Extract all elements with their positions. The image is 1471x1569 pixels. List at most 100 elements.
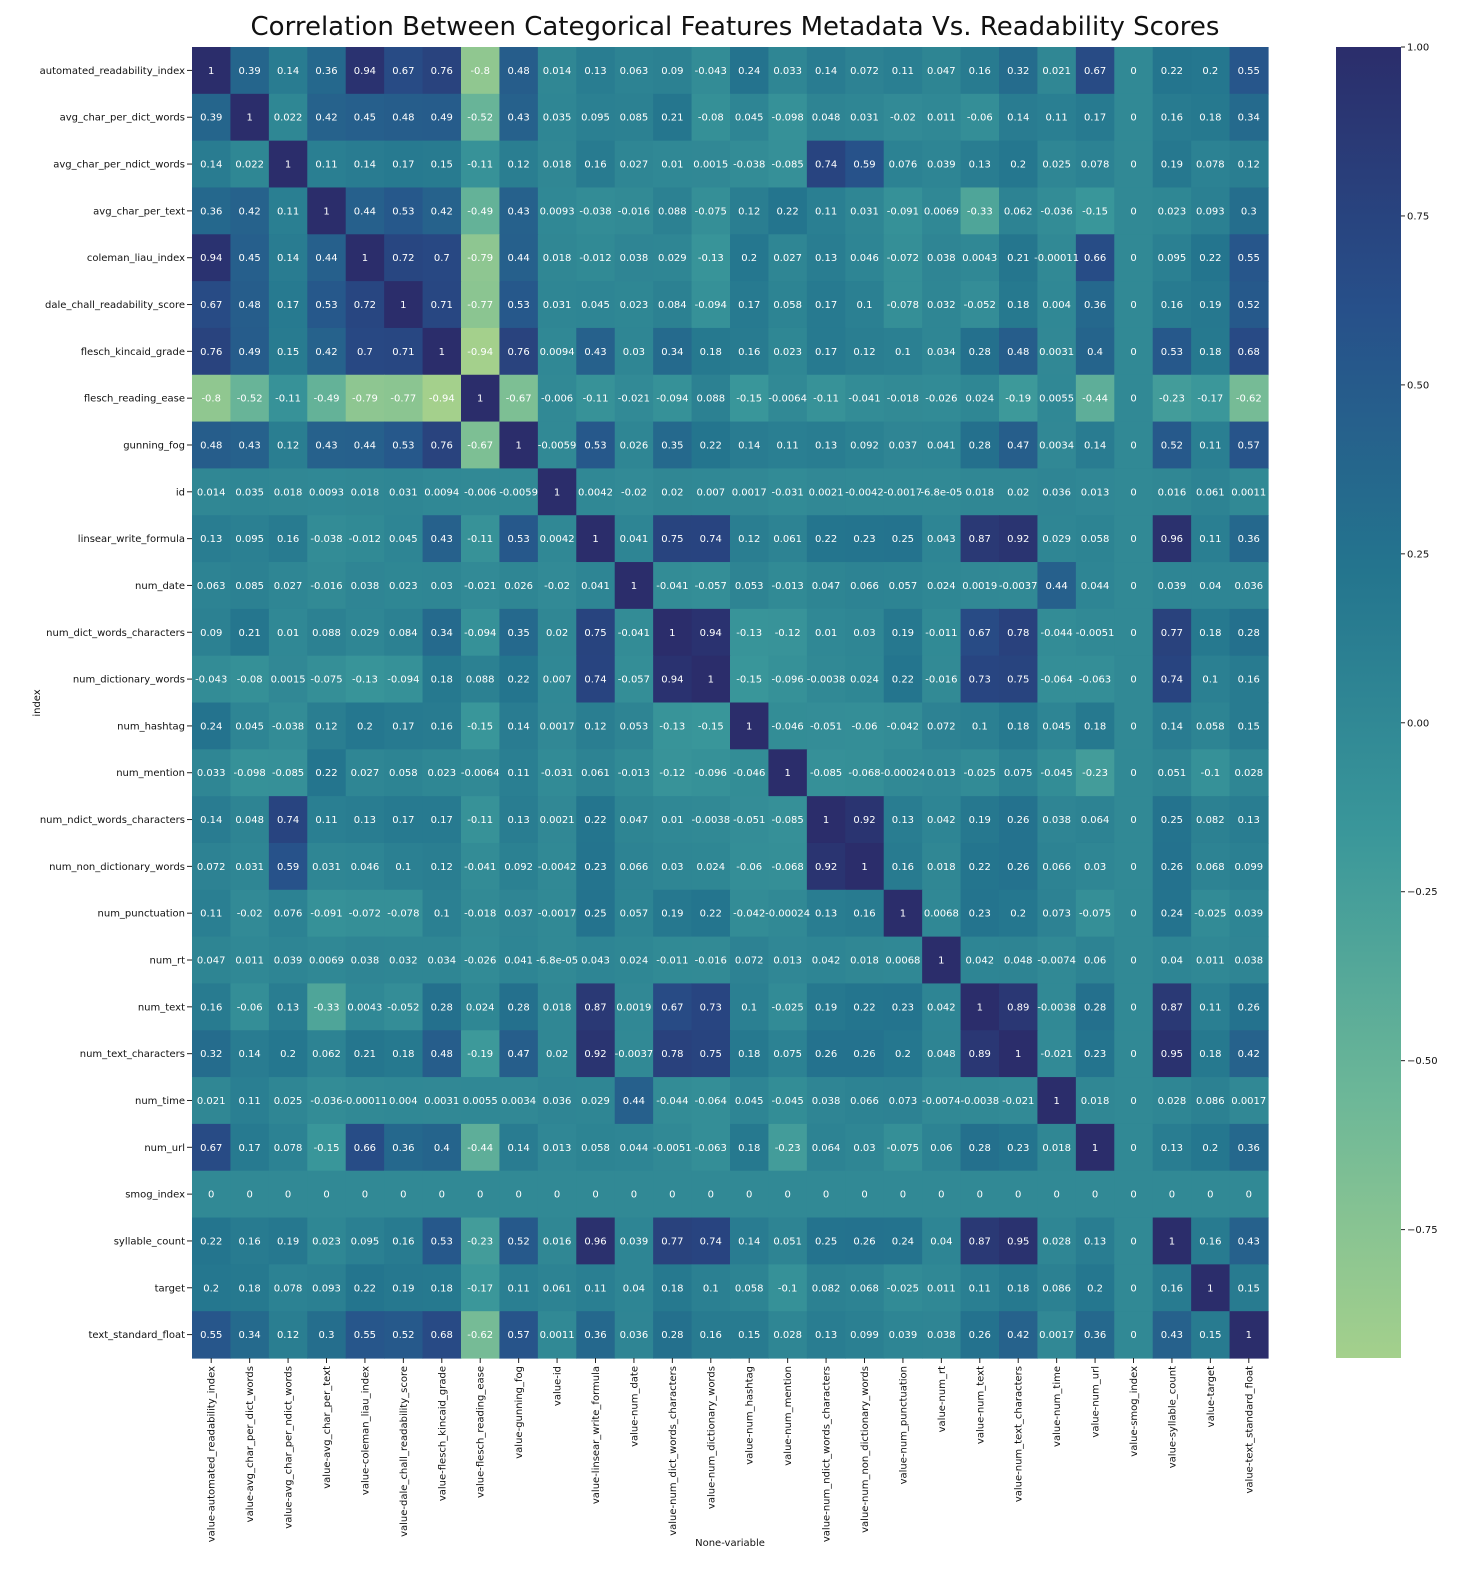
cell-value-label: 0.04 [623,1283,645,1294]
cell-value-label: 0.024 [850,675,879,686]
heatmap-cell [230,655,270,704]
cell-value-label: 0 [1130,1049,1136,1060]
cell-value-label: 0.43 [1161,1330,1183,1341]
heatmap-cell [499,1030,539,1078]
heatmap-cell [461,796,501,844]
cell-value-label: -0.23 [467,1236,493,1247]
heatmap-cell [1114,374,1154,423]
heatmap-cell [960,749,1000,797]
cell-value-label: -0.043 [695,66,727,77]
cell-value-label: -0.0064 [768,394,807,405]
heatmap-cell [1152,749,1192,797]
cell-value-label: 0 [1130,909,1136,920]
heatmap-cell [1114,234,1154,282]
cell-value-label: 0.28 [969,440,991,451]
heatmap-cell [307,468,347,516]
cell-value-label: 0.28 [1084,1002,1106,1013]
cell-value-label: 0.28 [508,1002,530,1013]
heatmap-cell [192,842,232,891]
heatmap-cell [1037,47,1077,95]
cell-value-label: 1 [746,721,752,732]
heatmap-cell [192,1123,232,1172]
cell-value-label: 0.16 [700,1330,722,1341]
cell-value-label: 0.086 [1196,1096,1225,1107]
heatmap-cell [960,936,1000,985]
cell-value-label: -0.051 [810,721,842,732]
heatmap-cell [1152,889,1192,938]
heatmap-cell [806,842,846,891]
cell-value-label: 0.87 [969,534,991,545]
cell-value-label: -0.62 [467,1330,493,1341]
cell-value-label: 0.2 [203,1283,219,1294]
cell-value-label: 0.038 [1234,956,1263,967]
heatmap-cell [960,1077,1000,1125]
row-label: num_text [138,1002,185,1013]
cell-value-label: -0.031 [772,487,804,498]
heatmap-cell [922,1030,962,1078]
cell-value-label: -0.046 [733,768,765,779]
cell-value-label: 0.1 [1202,675,1218,686]
cell-value-label: -0.031 [541,768,573,779]
cell-value-label: 0.25 [815,1236,837,1247]
cell-value-label: 0 [1130,1143,1136,1154]
cell-value-label: 0.066 [850,581,879,592]
heatmap-cell [461,1123,501,1172]
cell-value-label: -0.038 [579,206,611,217]
cell-value-label: 0.22 [700,909,722,920]
heatmap-cell [730,187,770,235]
cell-value-label: 0.57 [1238,440,1260,451]
cell-value-label: 0.22 [200,1236,222,1247]
cell-value-label: 0 [1130,66,1136,77]
cell-value-label: 0.039 [1234,909,1263,920]
cell-value-label: 0.42 [315,113,337,124]
cell-value-label: -0.19 [1005,394,1031,405]
cell-value-label: 0.03 [853,1143,875,1154]
colorbar-tick-label: −0.75 [1407,1225,1438,1236]
cell-value-label: 0.77 [661,1236,683,1247]
cell-value-label: 0.16 [1161,300,1183,311]
heatmap-cell [1191,327,1231,376]
cell-value-label: 0.057 [889,581,918,592]
heatmap-cell [883,889,923,938]
heatmap-cell [614,47,654,95]
heatmap-cell [1191,1217,1231,1265]
heatmap-cell [307,983,347,1031]
cell-value-label: 0.12 [738,206,760,217]
cell-value-label: -0.8 [470,66,490,77]
cell-value-label: 0 [1246,1190,1252,1201]
heatmap-cell [499,702,539,750]
heatmap-cell [230,421,270,469]
cell-value-label: 0.17 [392,721,414,732]
heatmap-cell [537,655,577,704]
cell-value-label: 0.035 [235,487,264,498]
heatmap-cell [730,983,770,1031]
heatmap-cell [576,515,616,563]
cell-value-label: 0 [285,1190,291,1201]
heatmap-cell [230,936,270,985]
cell-value-label: -0.15 [314,1143,340,1154]
column-label: value-num_hashtag [745,1366,756,1465]
heatmap-cell [1075,796,1115,844]
cell-value-label: 0.03 [623,347,645,358]
cell-value-label: -0.11 [467,160,493,171]
heatmap-cell [1229,749,1269,797]
heatmap-cell [345,796,385,844]
heatmap-cell [422,47,462,95]
cell-value-label: 0.67 [200,1143,222,1154]
heatmap-cell [576,562,616,610]
heatmap-cell [499,187,539,235]
cell-value-label: 0.084 [658,300,687,311]
cell-value-label: 0.088 [466,675,495,686]
cell-value-label: -0.13 [698,253,724,264]
cell-value-label: 0.22 [777,206,799,217]
heatmap-cell [537,1077,577,1125]
row-label: num_mention [116,768,185,779]
cell-value-label: -0.038 [272,721,304,732]
heatmap-cell [691,421,731,469]
cell-value-label: 0.072 [197,862,226,873]
cell-value-label: -0.06 [967,113,993,124]
cell-value-label: 0 [362,1190,368,1201]
heatmap-cell [192,1077,232,1125]
cell-value-label: 0.14 [277,253,299,264]
heatmap-cell [576,796,616,844]
